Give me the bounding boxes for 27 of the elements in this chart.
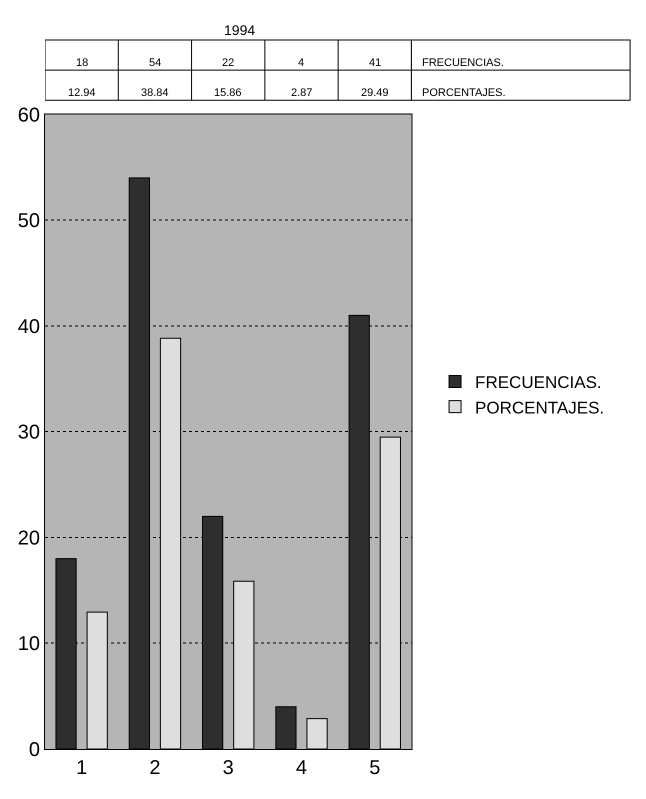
text: PORCENTAJES. bbox=[422, 87, 506, 99]
y-tick-label: 20 bbox=[18, 527, 40, 550]
data-label: 2.87 bbox=[291, 87, 312, 99]
y-tick-label: 30 bbox=[18, 422, 40, 444]
y-tick-label: 50 bbox=[18, 210, 40, 232]
y-tick-label: 60 bbox=[18, 104, 40, 126]
data-label: 41 bbox=[369, 57, 382, 69]
x-tick-label: 3 bbox=[222, 757, 234, 779]
x-tick-label: 1 bbox=[76, 757, 88, 779]
data-label: 18 bbox=[76, 57, 88, 69]
data-label: 15.86 bbox=[214, 87, 242, 99]
data-label: 22 bbox=[222, 57, 234, 69]
chart-title: 1994 bbox=[224, 22, 256, 38]
data-label: 29.49 bbox=[361, 87, 389, 99]
data-label: 4 bbox=[298, 57, 304, 69]
x-tick-label: 4 bbox=[296, 757, 308, 779]
x-tick-label: 5 bbox=[369, 757, 380, 779]
y-tick-label: 40 bbox=[18, 316, 40, 338]
data-label: 38.84 bbox=[141, 87, 169, 99]
y-tick-label: 10 bbox=[18, 633, 40, 656]
data-label: 54 bbox=[149, 57, 162, 69]
legend-label: FRECUENCIAS. bbox=[475, 373, 602, 392]
data-label: 12.94 bbox=[68, 87, 96, 99]
legend-label: PORCENTAJES. bbox=[475, 398, 604, 418]
text: FRECUENCIAS. bbox=[422, 57, 504, 69]
x-tick-label: 2 bbox=[149, 757, 160, 779]
y-tick-label: 0 bbox=[28, 739, 40, 762]
